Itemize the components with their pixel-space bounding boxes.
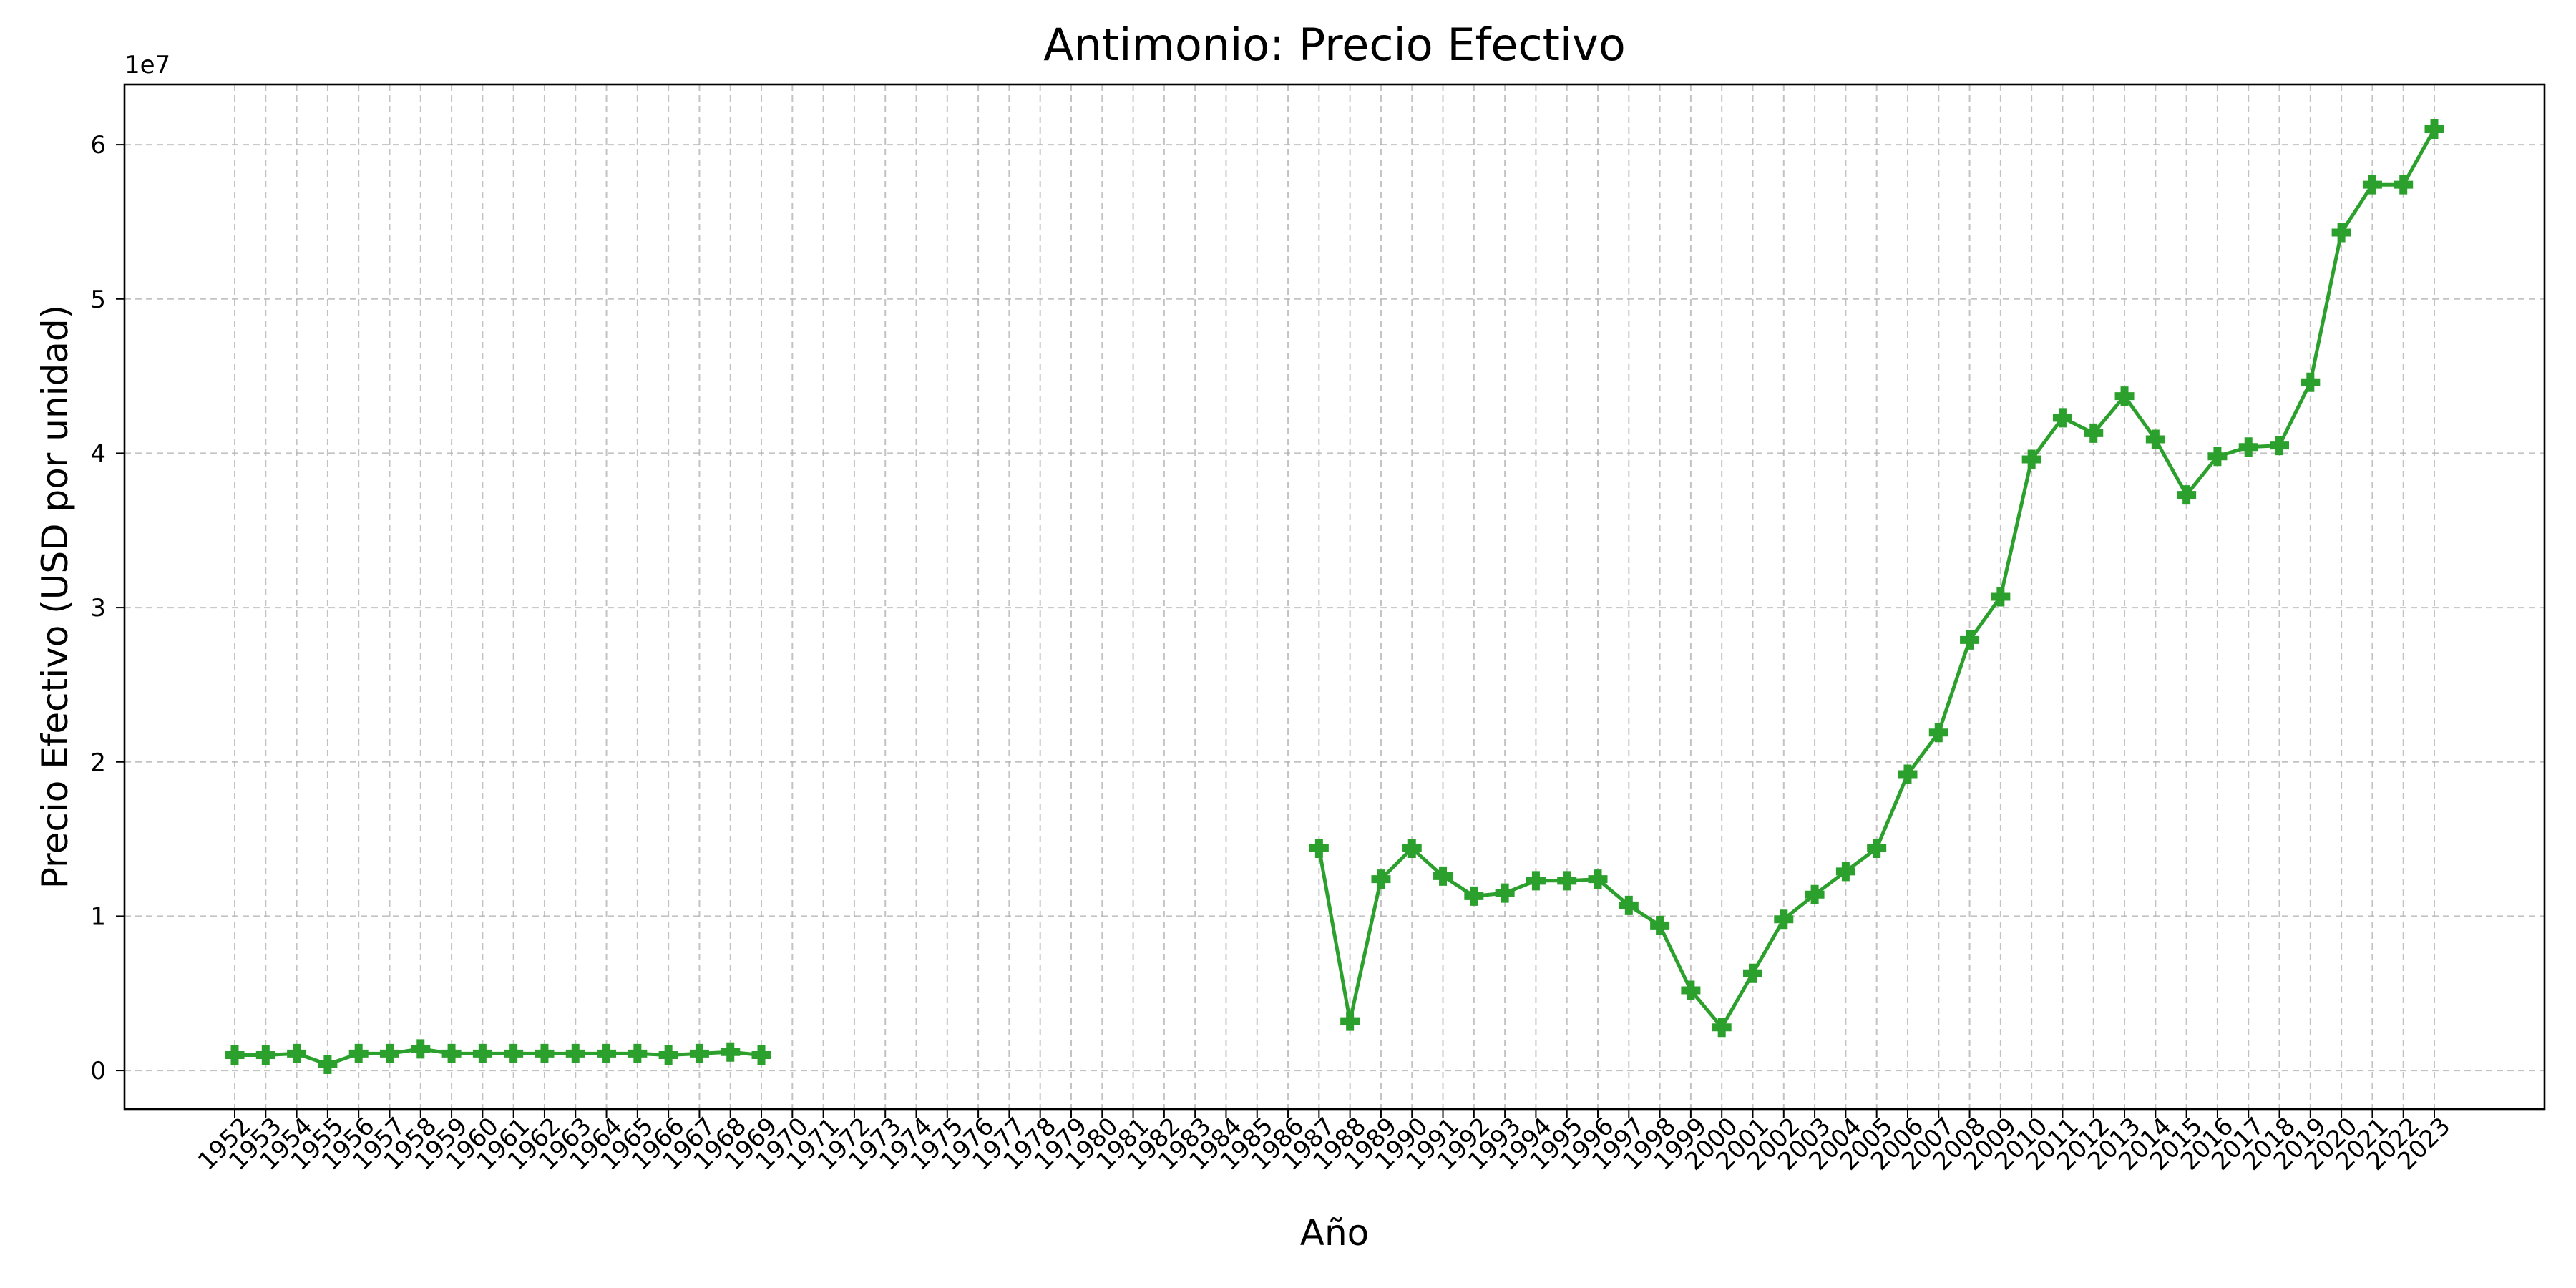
y-tick-label: 5 (90, 286, 106, 314)
data-point (1867, 839, 1887, 859)
y-axis: 0 1 2 3 4 5 6 (90, 131, 125, 1085)
data-point (2270, 436, 2290, 456)
data-point (1742, 963, 1762, 983)
data-point (689, 1043, 709, 1063)
data-point (1495, 883, 1515, 903)
data-point (628, 1043, 648, 1063)
data-point (2207, 447, 2228, 467)
data-point (441, 1043, 462, 1063)
data-point (411, 1039, 431, 1059)
data-point (535, 1043, 555, 1063)
data-point (2301, 372, 2321, 392)
data-point (1464, 886, 1484, 906)
data-point (225, 1045, 245, 1065)
x-axis-label: Año (1300, 1212, 1369, 1254)
grid-lines (125, 84, 2545, 1109)
chart-title: Antimonio: Precio Efectivo (1043, 19, 1626, 71)
data-point (721, 1042, 741, 1062)
y-offset-label: 1e7 (125, 51, 170, 79)
y-tick-label: 3 (90, 594, 106, 623)
data-point (472, 1043, 492, 1063)
data-point (2362, 175, 2382, 195)
data-point (1898, 764, 1918, 784)
data-point (1774, 909, 1794, 930)
data-point (2424, 119, 2444, 140)
series-line (225, 119, 2444, 1074)
data-point (2052, 408, 2072, 428)
data-point (1402, 839, 1422, 859)
data-point (1371, 869, 1391, 889)
data-point (1928, 723, 1948, 743)
data-point (658, 1045, 678, 1065)
data-point (1681, 980, 1701, 1000)
data-point (1619, 895, 1639, 915)
data-point (504, 1043, 524, 1063)
y-tick-label: 4 (90, 439, 106, 468)
data-point (1960, 630, 1980, 650)
data-point (2238, 437, 2258, 457)
data-point (1991, 587, 2011, 607)
x-axis: 1952195319541955195619571958195919601961… (192, 1109, 2456, 1176)
data-point (1433, 866, 1453, 886)
y-tick-label: 6 (90, 131, 106, 160)
data-point (287, 1043, 307, 1063)
y-tick-label: 1 (90, 902, 106, 931)
data-point (379, 1043, 399, 1063)
data-point (1835, 862, 1855, 882)
data-point (1650, 915, 1670, 935)
plot-frame (123, 83, 2546, 1111)
data-point (2084, 423, 2104, 443)
data-point (2021, 449, 2041, 469)
data-point (1557, 871, 1577, 891)
data-point (318, 1054, 338, 1074)
data-point (2177, 485, 2197, 505)
data-point (2114, 386, 2135, 406)
data-point (255, 1045, 275, 1065)
data-point (1588, 869, 1608, 889)
data-point (2145, 429, 2165, 449)
y-tick-label: 2 (90, 748, 106, 777)
y-tick-label: 0 (90, 1057, 106, 1085)
data-point (751, 1045, 771, 1065)
data-point (1526, 871, 1546, 891)
data-point (1309, 839, 1329, 859)
y-axis-label: Precio Efectivo (USD por unidad) (34, 305, 76, 889)
data-point (2331, 223, 2351, 243)
data-point (1712, 1018, 1732, 1038)
data-point (348, 1043, 369, 1063)
data-point (1805, 884, 1825, 904)
data-point (597, 1043, 617, 1063)
data-point (2394, 175, 2414, 195)
data-point (1340, 1011, 1360, 1031)
series-line-segment (235, 1047, 762, 1066)
data-point (565, 1043, 585, 1063)
